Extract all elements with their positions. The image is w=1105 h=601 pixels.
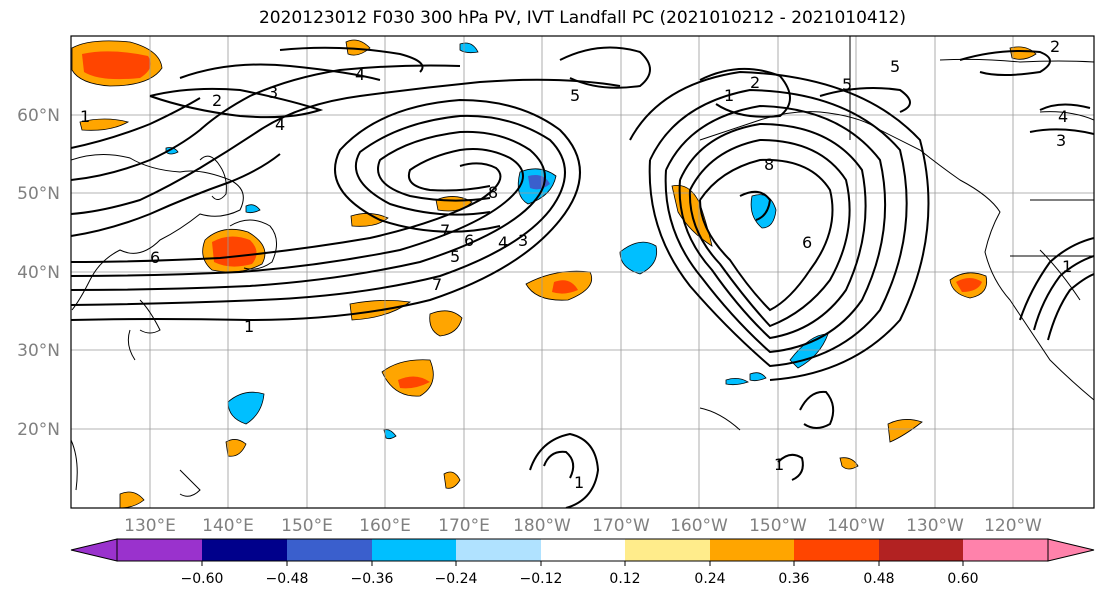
shade-patch	[443, 471, 461, 489]
shade-patch	[82, 51, 151, 80]
colorbar-tick-label: 0.12	[609, 571, 640, 587]
lat-label: 40°N	[17, 263, 60, 283]
contour-label: 5	[450, 247, 460, 266]
contour-label: 7	[440, 221, 450, 240]
lon-label: 160°W	[670, 516, 728, 536]
lon-label: 160°E	[359, 516, 411, 536]
shade-patch	[459, 42, 479, 54]
lon-label: 140°W	[827, 516, 885, 536]
colorbar-frame	[116, 538, 1049, 562]
colorbar: −0.60 −0.48 −0.36 −0.24 −0.12 0.12 0.24 …	[70, 538, 1095, 587]
lon-label: 170°E	[438, 516, 490, 536]
shade-patch	[725, 378, 749, 386]
colorbar-tick-label: −0.60	[181, 571, 224, 587]
shade-patch	[245, 204, 261, 214]
contour-label: 7	[432, 275, 442, 294]
shade-patch	[619, 241, 658, 275]
contour-label: 2	[212, 91, 222, 110]
contour-label: 3	[268, 83, 278, 102]
contour-label: 4	[498, 233, 508, 252]
shade-patch	[1009, 46, 1037, 60]
shade-patch	[212, 236, 257, 267]
map-frame	[70, 35, 1095, 509]
colorbar-tick-label: −0.36	[351, 571, 394, 587]
colorbar-tick-label: 0.60	[947, 571, 978, 587]
shade-patch	[398, 376, 430, 389]
shade-patch	[225, 439, 247, 457]
colorbar-segment	[372, 539, 456, 561]
contour-label: 2	[750, 73, 760, 92]
shade-patch	[956, 278, 982, 292]
contour-label: 1	[724, 86, 734, 105]
shade-patch	[887, 419, 923, 443]
shade-patch	[79, 118, 130, 131]
contour-label: 4	[355, 65, 365, 84]
colorbar-segment	[287, 539, 372, 561]
colorbar-tick-label: −0.12	[520, 571, 563, 587]
colorbar-segment	[456, 539, 541, 561]
colorbar-tick-label: 0.36	[778, 571, 809, 587]
contour-label: 6	[150, 248, 160, 267]
contour-label: 1	[244, 317, 254, 336]
lon-label: 150°E	[281, 516, 333, 536]
graticule	[71, 36, 1094, 508]
colorbar-over-arrow	[1047, 538, 1095, 562]
shade-patch	[345, 39, 371, 56]
contour-label: 6	[464, 231, 474, 250]
contour-label: 3	[1056, 131, 1066, 150]
lon-label: 140°E	[202, 516, 254, 536]
contour-label: 1	[80, 107, 90, 126]
contour-label: 8	[488, 183, 498, 202]
shade-patch	[552, 280, 578, 294]
lat-label: 50°N	[17, 184, 60, 204]
contour-label: 5	[842, 75, 852, 94]
colorbar-segment	[963, 539, 1048, 561]
shade-patch	[383, 429, 397, 440]
contour-label: 1	[574, 473, 584, 492]
contour-label: 4	[275, 115, 285, 134]
contour-label: 8	[764, 155, 774, 174]
colorbar-segment	[710, 539, 794, 561]
lat-axis: 60°N 50°N 40°N 30°N 20°N	[17, 106, 60, 440]
lon-label: 180°W	[513, 516, 571, 536]
contour-label: 1	[774, 455, 784, 474]
contour-label: 6	[802, 233, 812, 252]
shade-patch	[839, 457, 859, 470]
map-title: 2020123012 F030 300 hPa PV, IVT Landfall…	[258, 8, 906, 28]
contour-label: 5	[570, 86, 580, 105]
shade-patch	[429, 310, 463, 337]
lat-label: 60°N	[17, 106, 60, 126]
contour-label: 1	[1062, 257, 1072, 276]
colorbar-segment	[625, 539, 710, 561]
lon-label: 150°W	[749, 516, 807, 536]
lat-label: 20°N	[17, 420, 60, 440]
contour-label: 4	[1058, 107, 1068, 126]
lon-label: 120°W	[984, 516, 1042, 536]
lon-label: 170°W	[592, 516, 650, 536]
colorbar-tick-label: 0.48	[863, 571, 894, 587]
shade-patch	[749, 372, 767, 382]
lat-label: 30°N	[17, 341, 60, 361]
colorbar-segment	[117, 539, 202, 561]
lon-axis: 130°E 140°E 150°E 160°E 170°E 180°W 170°…	[124, 516, 1042, 536]
contour-label: 3	[518, 231, 528, 250]
colorbar-segment	[879, 539, 963, 561]
contour-lines	[71, 46, 1094, 508]
shade-patch	[350, 213, 389, 227]
colorbar-under-arrow	[70, 538, 118, 562]
shade-patch	[165, 147, 179, 155]
colorbar-tick-label: 0.24	[694, 571, 725, 587]
contour-label: 5	[890, 57, 900, 76]
colorbar-tick-label: −0.48	[266, 571, 309, 587]
colorbar-segment	[541, 539, 625, 561]
shade-patch	[227, 391, 265, 425]
colorbar-tick-label: −0.24	[435, 571, 478, 587]
colorbar-segment	[794, 539, 879, 561]
contour-label: 2	[1050, 37, 1060, 56]
colorbar-segment	[202, 539, 287, 561]
lon-label: 130°W	[906, 516, 964, 536]
lon-label: 130°E	[124, 516, 176, 536]
contour-labels: 2 3 4 4 5 5 6 7 7 6 5 4 3 8 1 1 2 8 5 1 …	[80, 37, 1072, 492]
